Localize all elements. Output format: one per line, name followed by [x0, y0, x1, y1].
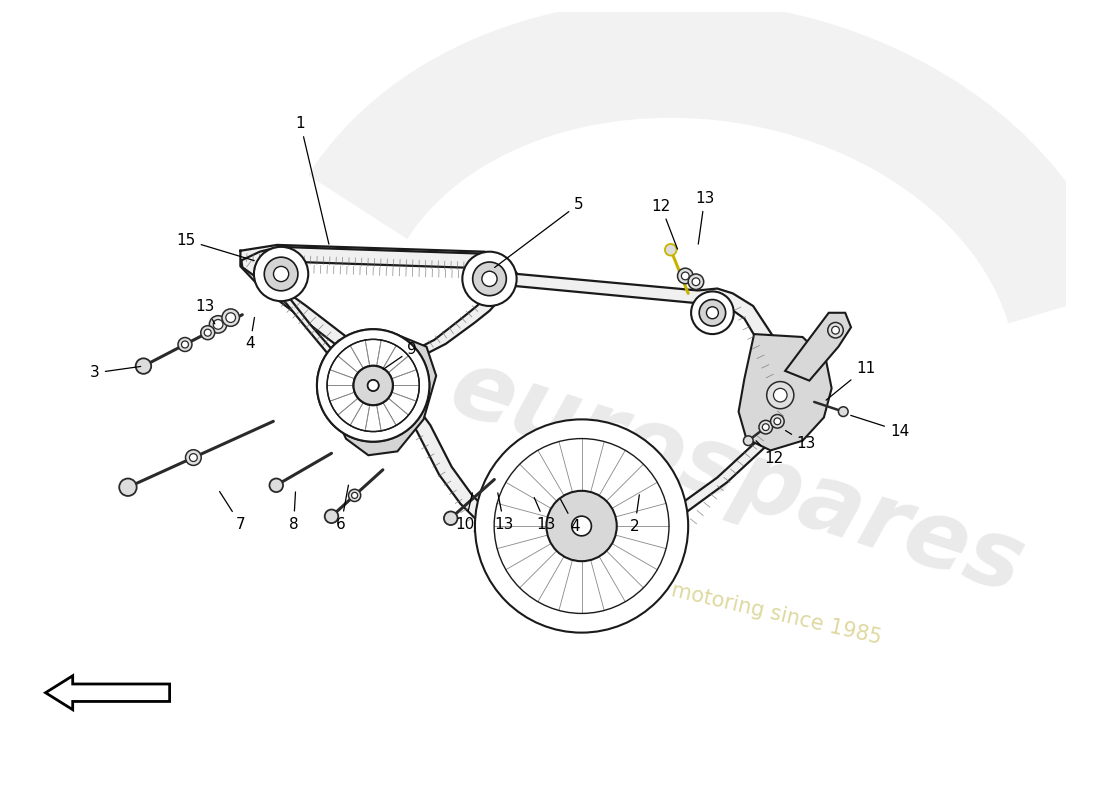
Text: 7: 7 [220, 491, 245, 531]
Text: 4: 4 [245, 318, 255, 351]
Circle shape [706, 306, 718, 318]
Text: 9: 9 [383, 342, 417, 370]
Circle shape [324, 510, 339, 523]
Circle shape [773, 388, 788, 402]
Text: 10: 10 [455, 493, 475, 531]
Circle shape [759, 420, 772, 434]
Circle shape [182, 341, 188, 348]
Circle shape [254, 247, 308, 301]
Circle shape [774, 418, 781, 425]
Circle shape [828, 322, 844, 338]
Circle shape [226, 313, 235, 322]
Text: 15: 15 [176, 233, 254, 261]
Circle shape [482, 271, 497, 286]
Circle shape [367, 380, 378, 391]
Circle shape [762, 424, 769, 430]
Circle shape [264, 257, 298, 291]
Circle shape [205, 329, 211, 336]
Circle shape [317, 330, 429, 442]
FancyArrow shape [45, 676, 169, 710]
Text: 3: 3 [90, 366, 141, 380]
Polygon shape [738, 334, 832, 450]
Circle shape [572, 516, 592, 536]
Text: a passion for motoring since 1985: a passion for motoring since 1985 [531, 549, 883, 649]
Circle shape [317, 330, 429, 442]
Polygon shape [241, 245, 793, 566]
Text: 4: 4 [561, 499, 580, 534]
Text: 13: 13 [494, 493, 514, 531]
Circle shape [274, 266, 288, 282]
Circle shape [744, 436, 754, 446]
Circle shape [353, 366, 393, 405]
Circle shape [692, 278, 700, 286]
Circle shape [186, 450, 201, 466]
Circle shape [547, 491, 617, 561]
Circle shape [832, 326, 839, 334]
Circle shape [349, 490, 361, 502]
Circle shape [135, 358, 151, 374]
Polygon shape [332, 332, 437, 455]
Text: 13: 13 [196, 299, 216, 324]
Text: 11: 11 [826, 361, 876, 400]
Circle shape [200, 326, 214, 340]
Polygon shape [241, 247, 507, 378]
Ellipse shape [382, 394, 404, 432]
Text: 5: 5 [495, 197, 583, 267]
Circle shape [771, 414, 784, 428]
Text: 13: 13 [785, 430, 816, 451]
Text: 13: 13 [695, 191, 714, 244]
Text: 1: 1 [296, 116, 329, 244]
Text: eurospares: eurospares [438, 342, 1035, 614]
Circle shape [767, 382, 794, 409]
Circle shape [213, 319, 223, 330]
Text: 8: 8 [289, 492, 298, 531]
Circle shape [119, 478, 136, 496]
Circle shape [681, 272, 690, 280]
Circle shape [700, 299, 726, 326]
Circle shape [353, 366, 393, 405]
Circle shape [678, 268, 693, 284]
Circle shape [444, 511, 458, 525]
Circle shape [691, 291, 734, 334]
Text: 2: 2 [630, 495, 640, 534]
Circle shape [270, 478, 283, 492]
Polygon shape [785, 313, 851, 381]
Circle shape [352, 492, 358, 498]
Circle shape [209, 316, 227, 333]
Circle shape [473, 262, 506, 296]
Circle shape [367, 380, 378, 391]
Text: 13: 13 [535, 498, 556, 531]
Circle shape [838, 406, 848, 417]
Circle shape [222, 309, 240, 326]
Text: 6: 6 [337, 485, 349, 531]
Text: 12: 12 [756, 441, 783, 466]
Circle shape [178, 338, 192, 351]
Circle shape [664, 244, 676, 255]
Circle shape [189, 454, 197, 462]
Text: 12: 12 [651, 198, 678, 249]
Circle shape [462, 252, 517, 306]
Circle shape [475, 419, 689, 633]
Text: 14: 14 [850, 415, 909, 438]
Circle shape [689, 274, 704, 290]
